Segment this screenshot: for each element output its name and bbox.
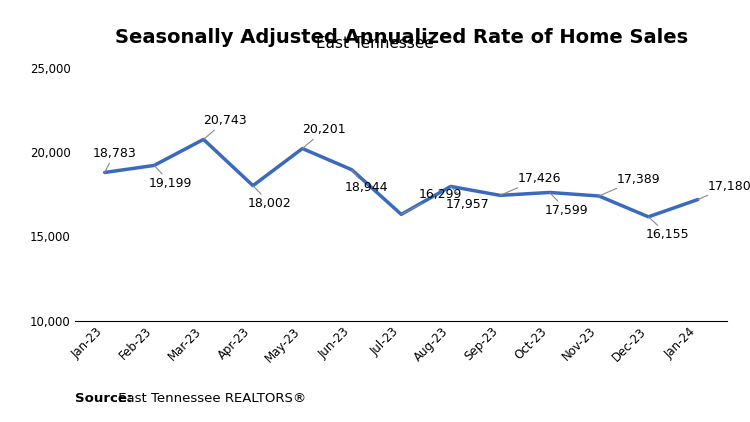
Text: 20,743: 20,743 xyxy=(203,114,248,139)
Title: Seasonally Adjusted Annualized Rate of Home Sales: Seasonally Adjusted Annualized Rate of H… xyxy=(115,27,688,46)
Text: East Tennessee REALTORS®: East Tennessee REALTORS® xyxy=(114,392,306,405)
Text: 17,957: 17,957 xyxy=(446,187,490,211)
Text: 17,180: 17,180 xyxy=(698,179,750,200)
Text: 18,944: 18,944 xyxy=(344,170,388,194)
Text: 17,426: 17,426 xyxy=(500,172,561,195)
Text: East Tennessee: East Tennessee xyxy=(316,36,434,51)
Text: 17,599: 17,599 xyxy=(544,192,588,216)
Text: 20,201: 20,201 xyxy=(302,124,346,149)
Text: 18,002: 18,002 xyxy=(248,186,292,210)
Text: 16,299: 16,299 xyxy=(401,188,462,214)
Text: Source:: Source: xyxy=(75,392,132,405)
Text: 18,783: 18,783 xyxy=(92,147,136,173)
Text: 19,199: 19,199 xyxy=(149,165,193,189)
Text: 17,389: 17,389 xyxy=(599,173,660,196)
Text: 16,155: 16,155 xyxy=(646,217,689,241)
